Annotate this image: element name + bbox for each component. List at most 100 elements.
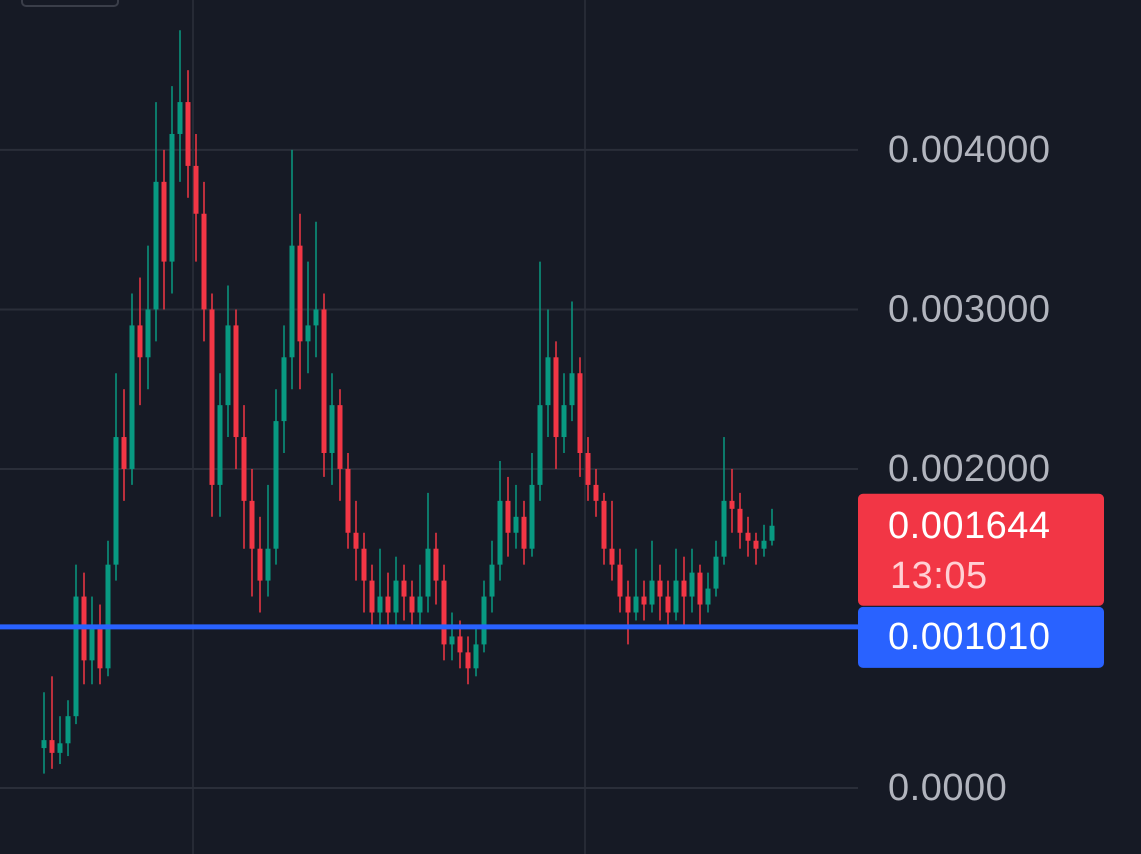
candle-body: [65, 716, 71, 744]
candle-body: [497, 500, 503, 565]
candle-body: [489, 564, 495, 597]
y-tick-label: 0.003000: [888, 288, 1051, 330]
candle-body: [481, 596, 487, 645]
candle-body: [585, 452, 591, 485]
candle-body: [257, 548, 263, 581]
candle-body: [529, 484, 535, 549]
candle-body: [73, 596, 79, 717]
candle-body: [297, 245, 303, 342]
candle-body: [689, 572, 695, 597]
candle-body: [433, 548, 439, 581]
candle-body: [41, 740, 47, 749]
candle-body: [401, 580, 407, 597]
candle-body: [457, 636, 463, 653]
candle-body: [193, 165, 199, 214]
candle-body: [625, 596, 631, 613]
overlay: 0.0000 0.002000 0.003000 0.004000 0.001644 13…: [0, 129, 1104, 809]
candle-body: [569, 373, 575, 406]
candle-body: [337, 405, 343, 469]
y-tick-label: 0.002000: [888, 448, 1051, 490]
candle-body: [665, 596, 671, 613]
candle-body: [89, 628, 95, 661]
candle-body: [129, 325, 135, 469]
candle-body: [105, 564, 111, 669]
grid: [0, 148, 858, 789]
candle-body: [641, 596, 647, 605]
candle-body: [705, 588, 711, 605]
candle-body: [769, 525, 775, 541]
candle-body: [113, 437, 119, 565]
candle-body: [177, 102, 183, 134]
candle-body: [185, 102, 191, 166]
last-price-label: 0.001644: [888, 505, 1051, 547]
candle-body: [729, 500, 735, 509]
candle-body: [745, 532, 751, 541]
candle-body: [145, 309, 151, 358]
price-line-tag: [858, 606, 1104, 668]
candle-body: [553, 357, 559, 438]
candle-body: [425, 548, 431, 597]
candle-body: [289, 245, 295, 358]
candle-body: [761, 540, 767, 549]
candle-body: [169, 133, 175, 262]
candle-body: [161, 181, 167, 262]
candle-body: [345, 468, 351, 533]
candle-body: [281, 357, 287, 422]
candle-body: [713, 556, 719, 589]
candle-body: [225, 325, 231, 406]
candle-body: [409, 596, 415, 613]
candle-body: [329, 405, 335, 453]
candle-body: [577, 373, 583, 453]
candle-body: [609, 548, 615, 565]
candle-body: [681, 580, 687, 597]
candle-body: [649, 580, 655, 605]
candle-body: [121, 437, 127, 469]
candle-body: [153, 181, 159, 310]
candle-body: [601, 500, 607, 549]
toolbar-button[interactable]: [21, 0, 119, 7]
candle-body: [313, 309, 319, 326]
candle-body: [385, 596, 391, 613]
candle-body: [633, 596, 639, 613]
candle-body: [417, 596, 423, 613]
candle-body: [361, 548, 367, 581]
candle-body: [521, 516, 527, 549]
candle-body: [753, 540, 759, 549]
candle-body: [49, 740, 55, 753]
candle-body: [353, 532, 359, 549]
candle-body: [265, 548, 271, 581]
candle-body: [657, 580, 663, 597]
candle-body: [217, 405, 223, 485]
candle-body: [617, 564, 623, 597]
candle-body: [441, 580, 447, 645]
candle-body: [697, 572, 703, 605]
candle-body: [369, 580, 375, 613]
candle-body: [305, 325, 311, 342]
candle-body: [537, 405, 543, 485]
candle-body: [561, 405, 567, 438]
candle-body: [377, 596, 383, 613]
candle-body: [393, 580, 399, 613]
candle-body: [233, 325, 239, 438]
candles: [41, 30, 775, 774]
candle-body: [673, 580, 679, 613]
candle-body: [249, 500, 255, 549]
candle-body: [201, 213, 207, 310]
candle-body: [321, 309, 327, 453]
candle-body: [513, 516, 519, 533]
candle-body: [545, 357, 551, 406]
candle-body: [273, 421, 279, 549]
countdown-label: 13:05: [890, 555, 988, 597]
candle-body: [721, 500, 727, 557]
candle-body: [505, 500, 511, 533]
candle-body: [593, 484, 599, 501]
candle-body: [97, 628, 103, 669]
candle-body: [473, 644, 479, 669]
candle-body: [737, 508, 743, 533]
y-tick-label: 0.004000: [888, 129, 1051, 171]
y-tick-label: 0.0000: [888, 767, 1007, 809]
candle-body: [241, 437, 247, 501]
last-price-tag: [858, 493, 1104, 606]
